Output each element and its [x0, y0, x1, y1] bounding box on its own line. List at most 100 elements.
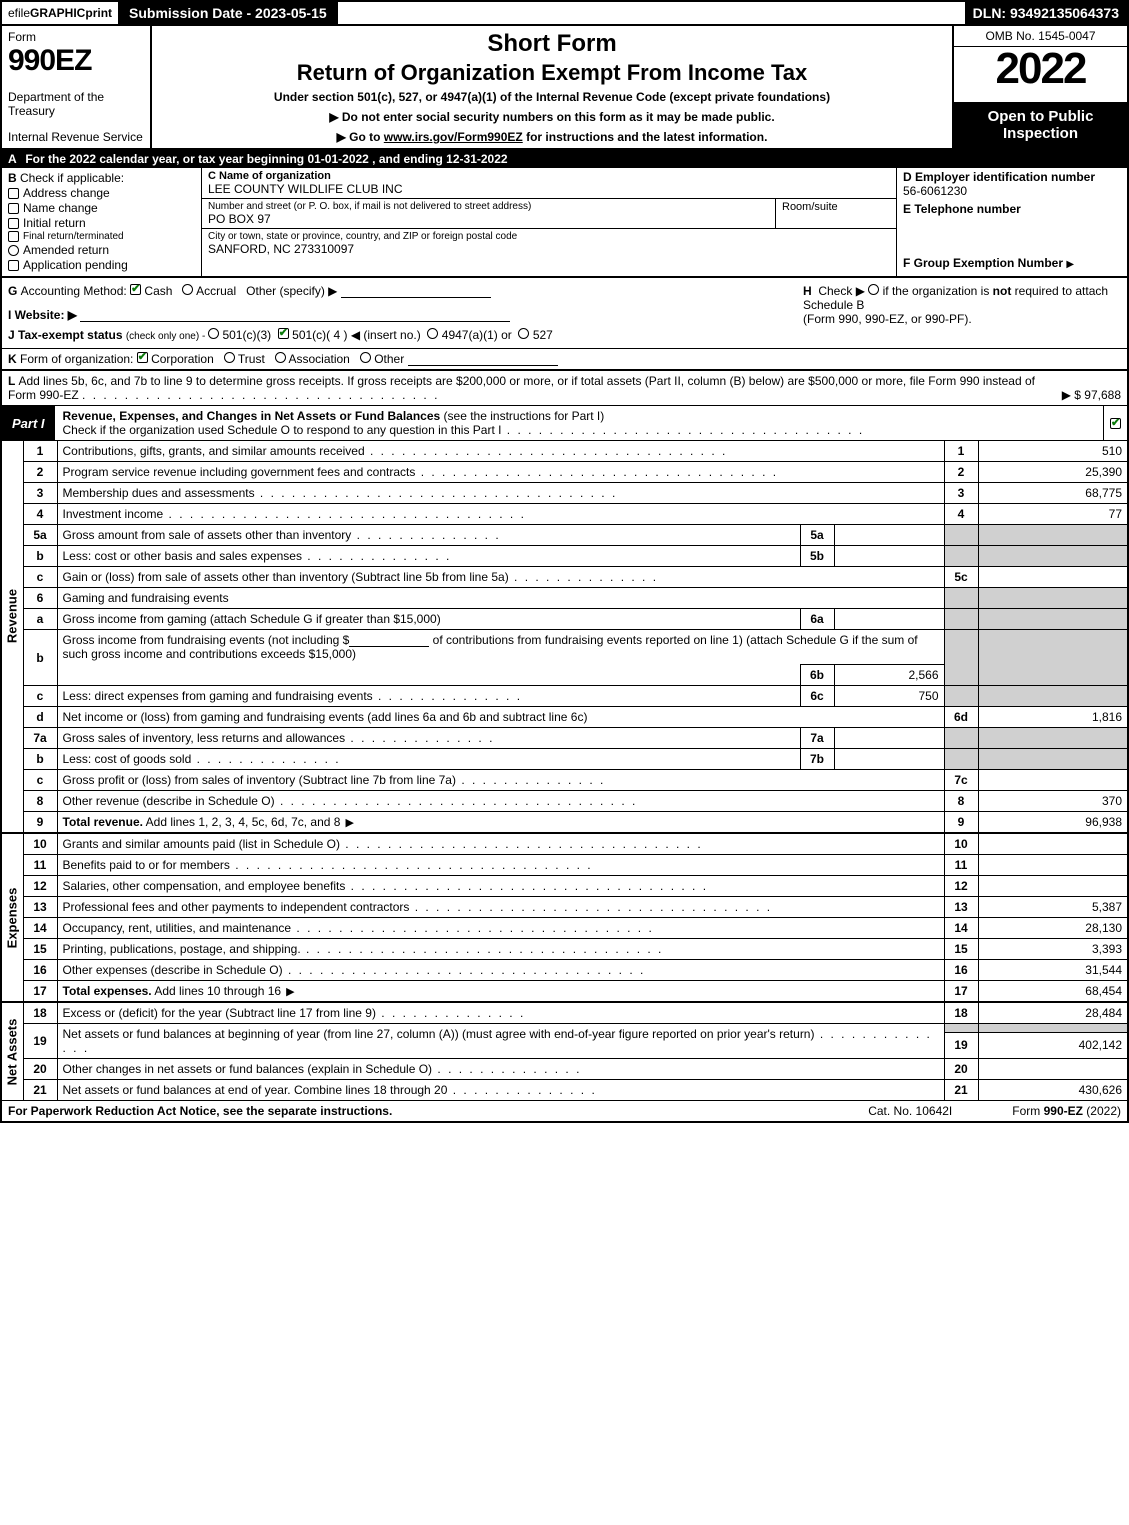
lbl-application-pending: Application pending [23, 258, 128, 272]
chk-sched-o-part1[interactable] [1110, 418, 1121, 429]
ln-8: 8 [23, 791, 57, 812]
row-16: 16 Other expenses (describe in Schedule … [1, 960, 1128, 981]
subln-6a: 6a [800, 609, 834, 630]
chk-trust[interactable] [224, 352, 235, 363]
lbl-corporation: Corporation [151, 352, 214, 366]
ln-11: 11 [23, 855, 57, 876]
chk-4947[interactable] [427, 328, 438, 339]
chk-cash[interactable] [130, 284, 141, 295]
website-field[interactable] [80, 308, 510, 322]
subln-5b: 5b [800, 546, 834, 567]
desc-12: Salaries, other compensation, and employ… [57, 876, 944, 897]
chk-initial-return[interactable] [8, 218, 19, 229]
title-return: Return of Organization Exempt From Incom… [297, 60, 808, 86]
efile-print[interactable]: print [85, 6, 112, 20]
part1-sched-o-text: Check if the organization used Schedule … [63, 423, 1095, 437]
chk-other-org[interactable] [360, 352, 371, 363]
lbl-amended-return: Amended return [23, 243, 109, 257]
ln-6b: b [23, 630, 57, 686]
amt-7a-shade [978, 728, 1128, 749]
chk-final-return[interactable] [8, 231, 19, 242]
desc-11: Benefits paid to or for members [57, 855, 944, 876]
chk-name-change[interactable] [8, 203, 19, 214]
efile-graphic[interactable]: GRAPHIC [30, 6, 85, 20]
amt-6d: 1,816 [978, 707, 1128, 728]
lbl-address-change: Address change [23, 186, 110, 200]
other-org-field[interactable] [408, 352, 558, 366]
form-word: Form [8, 30, 144, 44]
ln-19: 19 [23, 1024, 57, 1059]
subln-6b: 6b [800, 665, 834, 686]
key-5a-shade [944, 525, 978, 546]
amt-10 [978, 833, 1128, 855]
key-6a-shade [944, 609, 978, 630]
chk-sched-b-not-required[interactable] [868, 284, 879, 295]
key-18: 18 [944, 1002, 978, 1024]
amt-6a-shade [978, 609, 1128, 630]
key-7c: 7c [944, 770, 978, 791]
ln-7a: 7a [23, 728, 57, 749]
desc-6: Gaming and fundraising events [57, 588, 944, 609]
irs-link[interactable]: www.irs.gov/Form990EZ [384, 130, 523, 144]
lbl-cash: Cash [144, 284, 172, 298]
desc-7c: Gross profit or (loss) from sales of inv… [57, 770, 944, 791]
key-16: 16 [944, 960, 978, 981]
tax-year: 2022 [954, 47, 1127, 91]
row-7a: 7a Gross sales of inventory, less return… [1, 728, 1128, 749]
row-7c: c Gross profit or (loss) from sales of i… [1, 770, 1128, 791]
amt-5a-shade [978, 525, 1128, 546]
form-number: 990EZ [8, 44, 144, 78]
lbl-501c3: 501(c)(3) [222, 328, 271, 342]
row-12: 12 Salaries, other compensation, and emp… [1, 876, 1128, 897]
chk-amended-return[interactable] [8, 245, 19, 256]
chk-corporation[interactable] [137, 352, 148, 363]
desc-1: Contributions, gifts, grants, and simila… [57, 441, 944, 462]
chk-address-change[interactable] [8, 188, 19, 199]
row-3: 3 Membership dues and assessments 3 68,7… [1, 483, 1128, 504]
other-method-field[interactable] [341, 284, 491, 298]
key-12: 12 [944, 876, 978, 897]
ln-21: 21 [23, 1080, 57, 1101]
desc-14: Occupancy, rent, utilities, and maintena… [57, 918, 944, 939]
row-6b: b Gross income from fundraising events (… [1, 630, 1128, 665]
rev-side-cont2 [1, 812, 23, 834]
amt-20 [978, 1059, 1128, 1080]
row-13: 13 Professional fees and other payments … [1, 897, 1128, 918]
expenses-side-label: Expenses [1, 833, 23, 1002]
dln: DLN: 93492135064373 [965, 2, 1127, 24]
row-7b: b Less: cost of goods sold 7b [1, 749, 1128, 770]
ln-16: 16 [23, 960, 57, 981]
chk-501c[interactable] [278, 328, 289, 339]
f-group-label: F Group Exemption Number [903, 256, 1063, 270]
desc-6c: Less: direct expenses from gaming and fu… [57, 686, 800, 707]
header-right: OMB No. 1545-0047 2022 Open to Public In… [952, 26, 1127, 148]
part1-table: Revenue 1 Contributions, gifts, grants, … [0, 440, 1129, 1100]
row-2: 2 Program service revenue including gove… [1, 462, 1128, 483]
subln-6c: 6c [800, 686, 834, 707]
fundraising-amount-field[interactable] [349, 633, 429, 647]
chk-application-pending[interactable] [8, 260, 19, 271]
k-text: Form of organization: [20, 352, 137, 366]
ln-17: 17 [23, 981, 57, 1003]
key-13: 13 [944, 897, 978, 918]
subamt-6b: 2,566 [834, 665, 944, 686]
amt-19: 402,142 [978, 1032, 1128, 1058]
amt-6c-shade [978, 686, 1128, 707]
key-11: 11 [944, 855, 978, 876]
chk-527[interactable] [518, 328, 529, 339]
row-17: 17 Total expenses. Add lines 10 through … [1, 981, 1128, 1003]
amt-14: 28,130 [978, 918, 1128, 939]
amt-3: 68,775 [978, 483, 1128, 504]
chk-association[interactable] [275, 352, 286, 363]
ln-20: 20 [23, 1059, 57, 1080]
key-6-shade [944, 588, 978, 609]
amt-19-shade [978, 1024, 1128, 1033]
desc-20: Other changes in net assets or fund bala… [57, 1059, 944, 1080]
amt-16: 31,544 [978, 960, 1128, 981]
key-9: 9 [944, 812, 978, 834]
section-def: D Employer identification number 56-6061… [897, 168, 1127, 276]
lbl-final-return: Final return/terminated [23, 231, 124, 242]
chk-501c3[interactable] [208, 328, 219, 339]
chk-accrual[interactable] [182, 284, 193, 295]
dept-treasury: Department of the Treasury [8, 90, 144, 118]
